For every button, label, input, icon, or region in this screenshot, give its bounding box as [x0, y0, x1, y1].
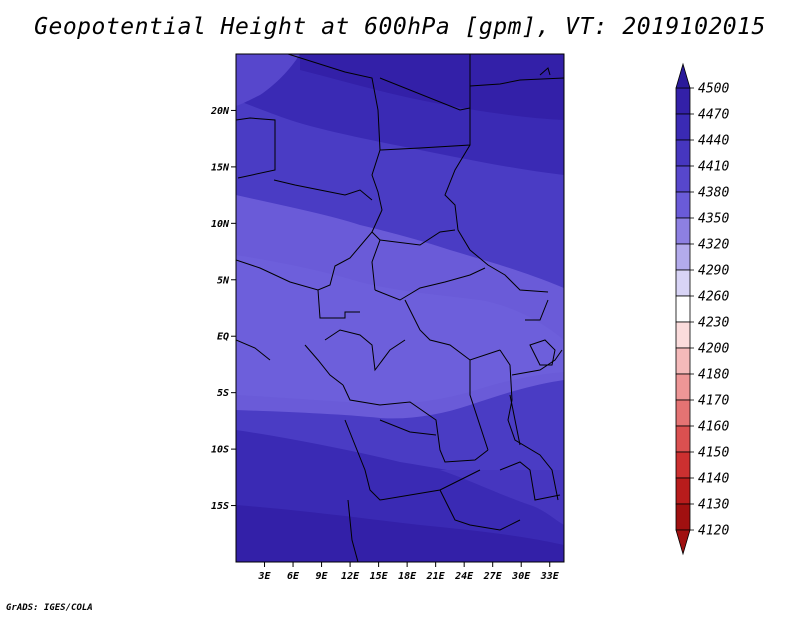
colorbar-segment — [675, 373, 691, 401]
lat-tick-label: 20N — [210, 106, 230, 117]
longitude-axis: 3E 6E 9E 12E 15E 18E 21E 24E 27E 30E 33E — [257, 562, 560, 582]
colorbar-max-arrow — [675, 62, 691, 89]
latitude-axis: 20N 15N 10N 5N EQ 5S 10S 15S — [210, 106, 236, 512]
colorbar-label: 4410 — [698, 160, 729, 175]
colorbar-label: 4130 — [698, 498, 729, 513]
colorbar-label: 4500 — [698, 82, 729, 97]
lon-tick-label: 15E — [370, 571, 389, 582]
lon-tick-label: 18E — [398, 571, 417, 582]
lon-tick-label: 6E — [287, 571, 300, 582]
colorbar-label: 4160 — [698, 420, 729, 435]
lat-tick-label: 5N — [217, 275, 230, 286]
lon-tick-label: 30E — [511, 571, 531, 582]
lat-tick-label: EQ — [217, 332, 229, 343]
colorbar-segment — [675, 425, 691, 453]
colorbar-label: 4150 — [698, 446, 729, 461]
colorbar-label: 4170 — [698, 394, 729, 409]
lat-tick-label: 10S — [211, 445, 229, 456]
colorbar: 4500 4470 4440 4410 4380 4350 4320 4290 4260 4230… — [675, 62, 729, 556]
colorbar-segment — [675, 269, 691, 297]
lon-tick-label: 24E — [454, 571, 474, 582]
colorbar-segment — [675, 113, 691, 141]
colorbar-segment — [675, 139, 691, 167]
colorbar-segment — [675, 347, 691, 375]
colorbar-label: 4230 — [698, 316, 729, 331]
colorbar-label: 4470 — [698, 108, 729, 123]
chart-title: Geopotential Height at 600hPa [gpm], VT:… — [34, 14, 766, 40]
lon-tick-label: 3E — [257, 571, 271, 582]
colorbar-segment — [675, 217, 691, 245]
colorbar-label: 4260 — [698, 290, 729, 305]
colorbar-label: 4120 — [698, 524, 729, 539]
colorbar-segment — [675, 191, 691, 219]
lat-tick-label: 10N — [211, 219, 230, 230]
contour-fill — [236, 54, 564, 562]
colorbar-segment — [675, 321, 691, 349]
colorbar-label: 4350 — [698, 212, 729, 227]
colorbar-segment — [675, 165, 691, 193]
lat-tick-label: 5S — [217, 388, 229, 399]
colorbar-segment — [675, 295, 691, 323]
colorbar-min-arrow — [675, 529, 691, 556]
lat-tick-label: 15N — [211, 162, 230, 173]
lon-tick-label: 9E — [316, 571, 329, 582]
colorbar-segment — [675, 451, 691, 479]
map-frame — [235, 53, 565, 563]
lon-tick-label: 33E — [540, 571, 560, 582]
colorbar-segment — [675, 87, 691, 115]
lon-tick-label: 27E — [483, 571, 503, 582]
colorbar-label: 4320 — [698, 238, 729, 253]
colorbar-label: 4380 — [698, 186, 729, 201]
country-borders — [236, 54, 564, 562]
colorbar-label: 4290 — [698, 264, 729, 279]
colorbar-label: 4440 — [698, 134, 729, 149]
colorbar-label: 4140 — [698, 472, 729, 487]
colorbar-segment — [675, 477, 691, 505]
colorbar-segment — [675, 243, 691, 271]
lat-tick-label: 15S — [211, 501, 229, 512]
lon-tick-label: 12E — [341, 571, 360, 582]
colorbar-segment — [675, 399, 691, 427]
colorbar-label: 4180 — [698, 368, 729, 383]
colorbar-segment — [675, 503, 691, 531]
credit-text: GrADS: IGES/COLA — [6, 603, 93, 613]
lon-tick-label: 21E — [426, 571, 446, 582]
colorbar-label: 4200 — [698, 342, 729, 357]
